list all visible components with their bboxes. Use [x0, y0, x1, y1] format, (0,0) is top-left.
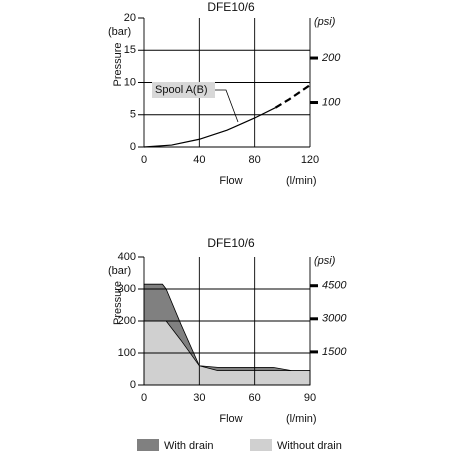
- chart-title: DFE10/6: [207, 0, 255, 14]
- annotation-box: [152, 82, 215, 98]
- y2-tick-label: 200: [321, 52, 341, 64]
- x-tick-label: 30: [193, 392, 205, 404]
- legend-swatch: [137, 439, 159, 451]
- y2-tick-label: 3000: [322, 313, 347, 325]
- y2-tick-label: 100: [322, 96, 341, 108]
- x-tick-label: 0: [141, 154, 147, 166]
- legend-swatch: [250, 439, 272, 451]
- x-axis-label: Flow: [219, 413, 242, 425]
- x-tick-label: 120: [301, 154, 319, 166]
- x-unit: (l/min): [286, 413, 317, 425]
- y-axis-label: Pressure: [112, 42, 124, 86]
- x-axis-label: Flow: [219, 175, 242, 187]
- legend-label: With drain: [164, 440, 214, 452]
- line: [143, 107, 276, 148]
- y-tick-label: 200: [118, 315, 136, 327]
- y-tick-label: 5: [130, 109, 136, 121]
- y2-tick-label: 4500: [322, 280, 347, 292]
- y-tick-label: 10: [124, 76, 136, 88]
- x-tick-label: 60: [249, 392, 261, 404]
- y-tick-label: 15: [124, 44, 136, 56]
- chart: DFE10/6 (bar) Pressure (psi) Flow (l/min) 0 5 10…: [108, 0, 341, 187]
- annotation-leader: [215, 89, 239, 123]
- y-tick-label: 0: [130, 141, 136, 153]
- chart-title: DFE10/6: [207, 236, 255, 250]
- x-tick-label: 80: [249, 154, 261, 166]
- y2-unit: (psi): [314, 16, 336, 28]
- y-tick-label: 400: [118, 251, 136, 263]
- y-tick-label: 300: [118, 283, 136, 295]
- x-tick-label: 90: [304, 392, 316, 404]
- y-axis-label: Pressure: [112, 281, 124, 325]
- y-tick-label: 0: [130, 379, 136, 391]
- annotation: Spool A(B): [155, 84, 208, 96]
- line: [274, 84, 311, 109]
- x-tick-label: 40: [193, 154, 205, 166]
- legend-label: Without drain: [277, 440, 342, 452]
- y-unit: (bar): [108, 265, 131, 277]
- x-unit: (l/min): [286, 175, 317, 187]
- y2-tick-label: 1500: [322, 346, 347, 358]
- y-tick-label: 20: [124, 12, 136, 24]
- y-unit: (bar): [108, 26, 131, 38]
- y2-unit: (psi): [314, 255, 336, 267]
- y-tick-label: 100: [118, 347, 136, 359]
- x-tick-label: 0: [141, 392, 147, 404]
- chart: DFE10/6 (bar) Pressure (psi) Flow (l/min) 0 100…: [108, 236, 347, 452]
